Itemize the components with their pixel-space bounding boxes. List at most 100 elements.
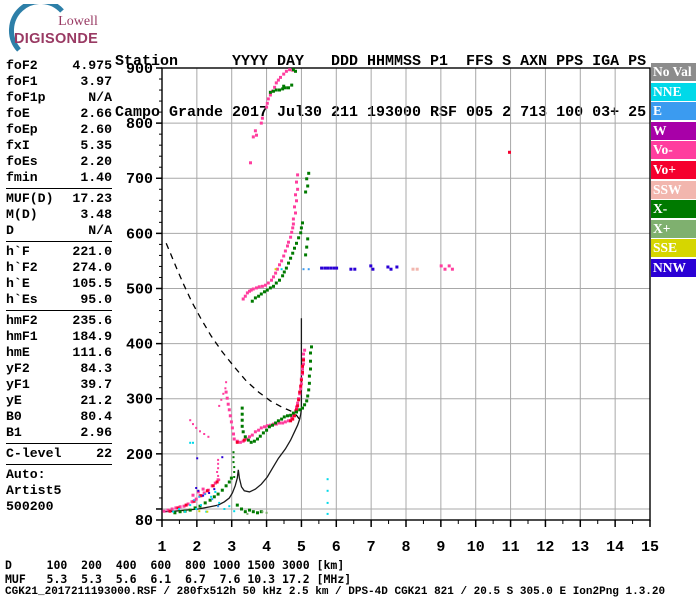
param-row: foE 2.66 [6,106,112,122]
param-value: 95.0 [80,292,112,307]
param-value: 39.7 [80,377,112,392]
param-row: B1 2.96 [6,425,112,441]
param-value: 5.35 [80,138,112,153]
series-o-trace-3hop [249,68,295,165]
param-row: D N/A [6,223,112,239]
x-tick-label: 9 [436,539,445,556]
param-value: 3.48 [80,207,112,222]
param-row: h`E 105.5 [6,276,112,292]
y-tick-label: 80 [135,513,153,530]
param-row: yF2 84.3 [6,361,112,377]
header-values-row: Campo Grande 2017 Jul30 211 193000 RSF 0… [115,104,647,121]
y-tick-label: 300 [126,392,153,409]
param-row: yF1 39.7 [6,377,112,393]
series-e-region-o [162,478,220,513]
param-label: yF1 [6,377,30,392]
param-row: B0 80.4 [6,409,112,425]
param-label: Auto: [6,467,46,482]
param-label: Artist5 [6,483,62,498]
param-value: 111.6 [72,345,112,360]
series-isolated-echo [508,150,511,154]
param-row: hmF2 235.6 [6,313,112,329]
param-value: 184.9 [72,329,112,344]
series-spread-row-nnw [320,264,399,271]
param-value: 2.66 [80,106,112,121]
legend-item: Vo- [651,141,696,160]
param-row: C-level 22 [6,446,112,462]
series-es-spike-x [232,451,236,478]
param-label: C-level [6,446,62,461]
legend-item: No Val [651,63,696,81]
param-label: h`F [6,244,30,259]
series-e-region-e [193,493,220,508]
param-row: fmin 1.40 [6,170,112,186]
param-row: foEs 2.20 [6,154,112,170]
param-row: foEp 2.60 [6,122,112,138]
y-tick-label: 200 [126,447,153,464]
x-tick-label: 8 [401,539,410,556]
series-x-trace-1hop [240,345,313,444]
param-value: N/A [88,90,112,105]
param-label: foF1 [6,74,38,89]
param-label: fxI [6,138,30,153]
header-fields-row: Station YYYY DAY DDD HHMMSS P1 FFS S AXN… [115,53,647,70]
param-label: yE [6,393,22,408]
plot-grid [162,68,651,520]
x-tick-label: 10 [467,539,485,556]
param-value: 3.97 [80,74,112,89]
series-spread-row-nne [280,268,283,271]
param-row: foF2 4.975 [6,58,112,74]
series-x-trace-3hop [268,68,297,94]
param-label: fmin [6,170,38,185]
legend-item: X+ [651,219,696,238]
param-value: 4.975 [72,58,112,73]
x-tick-label: 1 [157,539,166,556]
legend-item: NNE [651,82,696,101]
param-value: 1.40 [80,170,112,185]
series-spread-row-ssw [411,267,419,271]
param-divider [6,188,112,189]
x-tick-label: 15 [641,539,659,556]
param-label: 500200 [6,499,54,514]
x-tick-label: 7 [367,539,376,556]
param-label: D [6,223,14,238]
legend-item: E [651,102,696,121]
series-e-region-doppler [168,480,219,513]
param-row: M(D) 3.48 [6,207,112,223]
parameter-panel: foF2 4.975 foF1 3.97 foF1p N/A foE 2.66 foEp 2.60… [6,58,112,515]
x-tick-label: 4 [262,539,271,556]
series-nne-column [326,478,329,515]
legend-item: SSW [651,180,696,199]
x-axis: 1 2 3 4 5 6 7 8 9 10 11 12 13 14 15 [157,520,659,556]
param-row: h`Es 95.0 [6,292,112,308]
legend-item: SSE [651,239,696,258]
param-value: 274.0 [72,260,112,275]
param-row: foF1 3.97 [6,74,112,90]
param-label: foE [6,106,30,121]
param-row: hmE 111.6 [6,345,112,361]
param-label: MUF(D) [6,191,54,206]
logo-digisonde-text: DIGISONDE [14,31,99,47]
param-row: 500200 [6,499,112,515]
y-tick-label: 800 [126,116,153,133]
legend-item: W [651,121,696,140]
param-value: 2.96 [80,425,112,440]
param-label: B1 [6,425,22,440]
digisonde-logo: Lowell DIGISONDE [6,4,118,56]
y-tick-label: 700 [126,171,153,188]
status-line: CGK21_2017211193000.RSF / 280fx512h 50 k… [5,586,666,598]
param-label: foF1p [6,90,46,105]
true-height-profile [162,318,303,513]
param-divider [6,443,112,444]
param-row: MUF(D) 17.23 [6,191,112,207]
param-label: hmF2 [6,313,38,328]
series-spread-row-vo-minus [439,264,454,271]
series-o-trace-1hop-doppler [235,358,305,444]
param-row: h`F 221.0 [6,244,112,260]
param-value: 2.60 [80,122,112,137]
param-label: h`E [6,276,30,291]
x-tick-label: 13 [571,539,589,556]
param-row: yE 21.2 [6,393,112,409]
